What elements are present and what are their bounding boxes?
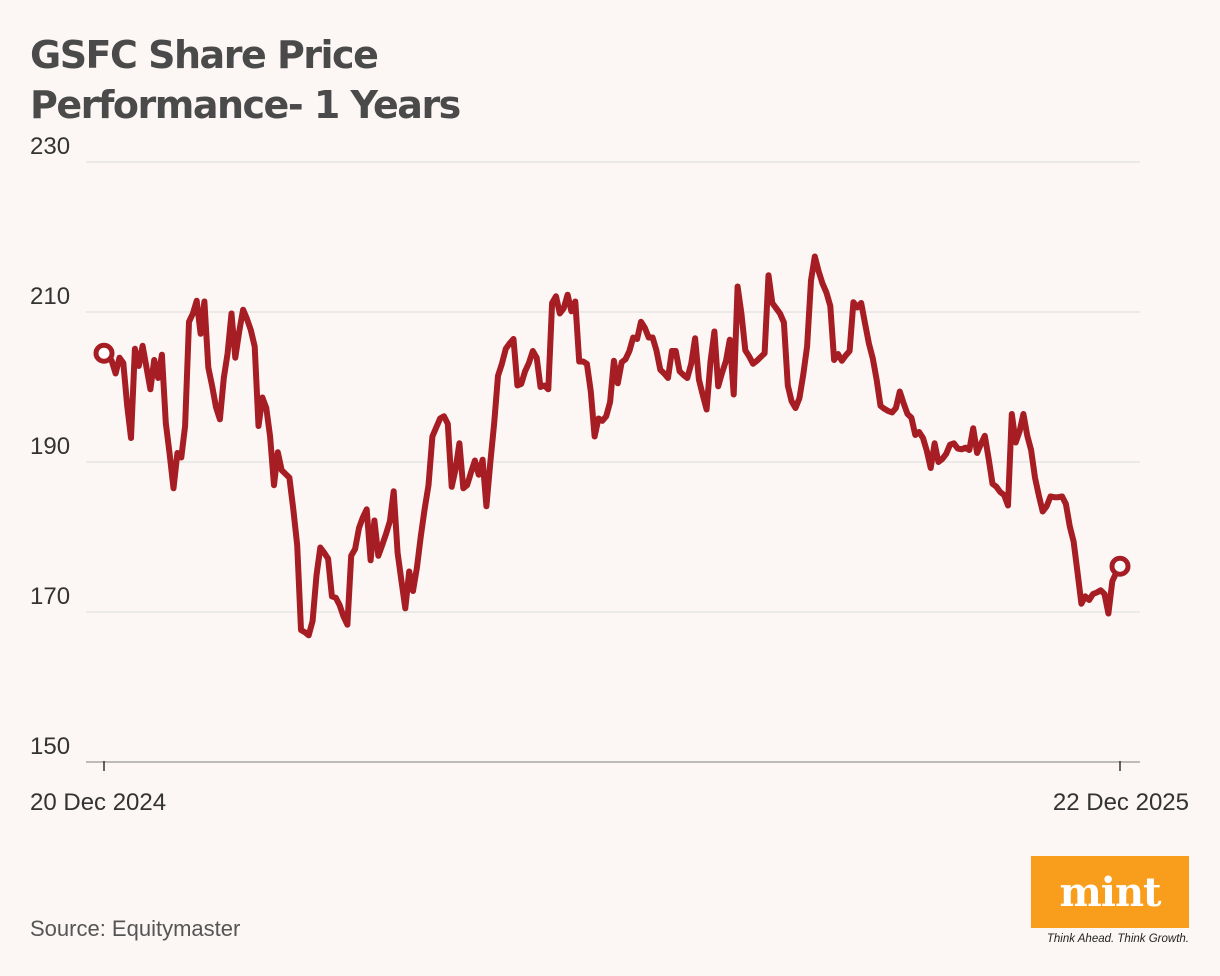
y-axis-ticks: 150 170 190 210 230 [30,133,70,760]
x-tick-label-1: 20 Dec 2024 [30,789,166,816]
mint-logo-text: mint [1059,868,1161,916]
logo-tagline: Think Ahead. Think Growth. [1046,933,1189,945]
price-line [101,253,1123,639]
y-tick-label-210: 210 [30,283,70,310]
chart-title-line-1: GSFC Share Price [30,33,379,77]
start-point-marker [93,342,115,364]
y-tick-label-190: 190 [30,433,70,460]
mint-logo: mint [1031,856,1189,928]
gridlines [86,161,1140,763]
chart-title: GSFC Share Price Performance- 1 Years [30,30,730,130]
y-tick-label-150: 150 [30,733,70,760]
source-note: Source: Equitymaster [30,916,241,941]
end-point-marker [1109,555,1131,577]
y-tick-label-230: 230 [30,133,70,160]
chart-title-line-2: Performance- 1 Years [30,83,461,127]
series-layer [93,253,1131,639]
x-tick-label-2: 22 Dec 2025 [1053,789,1189,816]
y-tick-label-170: 170 [30,583,70,610]
x-axis: 20 Dec 2024 22 Dec 2025 [30,761,1189,816]
